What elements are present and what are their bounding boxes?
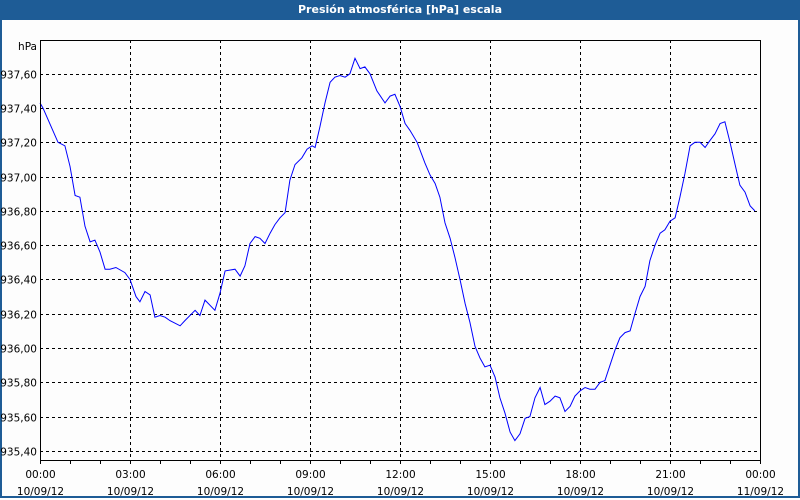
- y-tick-label: 935,60: [0, 413, 37, 425]
- x-tick-time-label: 12:00: [385, 469, 415, 481]
- x-tick-date-label: 10/09/12: [557, 486, 604, 498]
- x-tick-date-label: 10/09/12: [647, 486, 694, 498]
- x-tick-date-label: 10/09/12: [107, 486, 154, 498]
- x-axis-labels: 00:00 10/09/12 03:00 10/09/12 06:00 10/09/12 0…: [17, 469, 784, 498]
- x-tick-time-label: 06:00: [205, 469, 235, 481]
- x-tick-date-label: 11/09/12: [737, 486, 784, 498]
- y-axis-unit-label: hPa: [18, 41, 37, 53]
- x-tick-time-label: 15:00: [475, 469, 505, 481]
- y-tick-label: 937,20: [0, 138, 37, 150]
- x-tick-time-label: 03:00: [115, 469, 145, 481]
- y-tick-label: 936,00: [0, 344, 37, 356]
- window-title: Presión atmosférica [hPa] escala: [0, 0, 800, 20]
- y-tick-label: 936,20: [0, 310, 37, 322]
- y-tick-label: 935,80: [0, 378, 37, 390]
- x-tick-time-label: 18:00: [565, 469, 595, 481]
- y-axis-labels: 937,60 937,40 937,20 937,00 936,80 936,60 936,…: [0, 70, 37, 459]
- y-tick-label: 937,60: [0, 70, 37, 82]
- x-tick-date-label: 10/09/12: [197, 486, 244, 498]
- y-tick-label: 936,80: [0, 207, 37, 219]
- grid: [40, 40, 760, 460]
- y-tick-label: 935,40: [0, 447, 37, 459]
- x-tick-time-label: 00:00: [745, 469, 775, 481]
- y-tick-label: 936,40: [0, 275, 37, 287]
- x-tick-time-label: 21:00: [655, 469, 685, 481]
- x-tick-time-label: 09:00: [295, 469, 325, 481]
- x-tick-date-label: 10/09/12: [377, 486, 424, 498]
- pressure-line: [39, 56, 756, 442]
- y-tick-label: 937,40: [0, 104, 37, 116]
- y-tick-label: 936,60: [0, 241, 37, 253]
- x-tick-date-label: 10/09/12: [287, 486, 334, 498]
- y-tick-label: 937,00: [0, 173, 37, 185]
- x-tick-date-label: 10/09/12: [17, 486, 64, 498]
- plot-frame: [40, 40, 761, 464]
- x-tick-date-label: 10/09/12: [467, 486, 514, 498]
- x-tick-time-label: 00:00: [25, 469, 55, 481]
